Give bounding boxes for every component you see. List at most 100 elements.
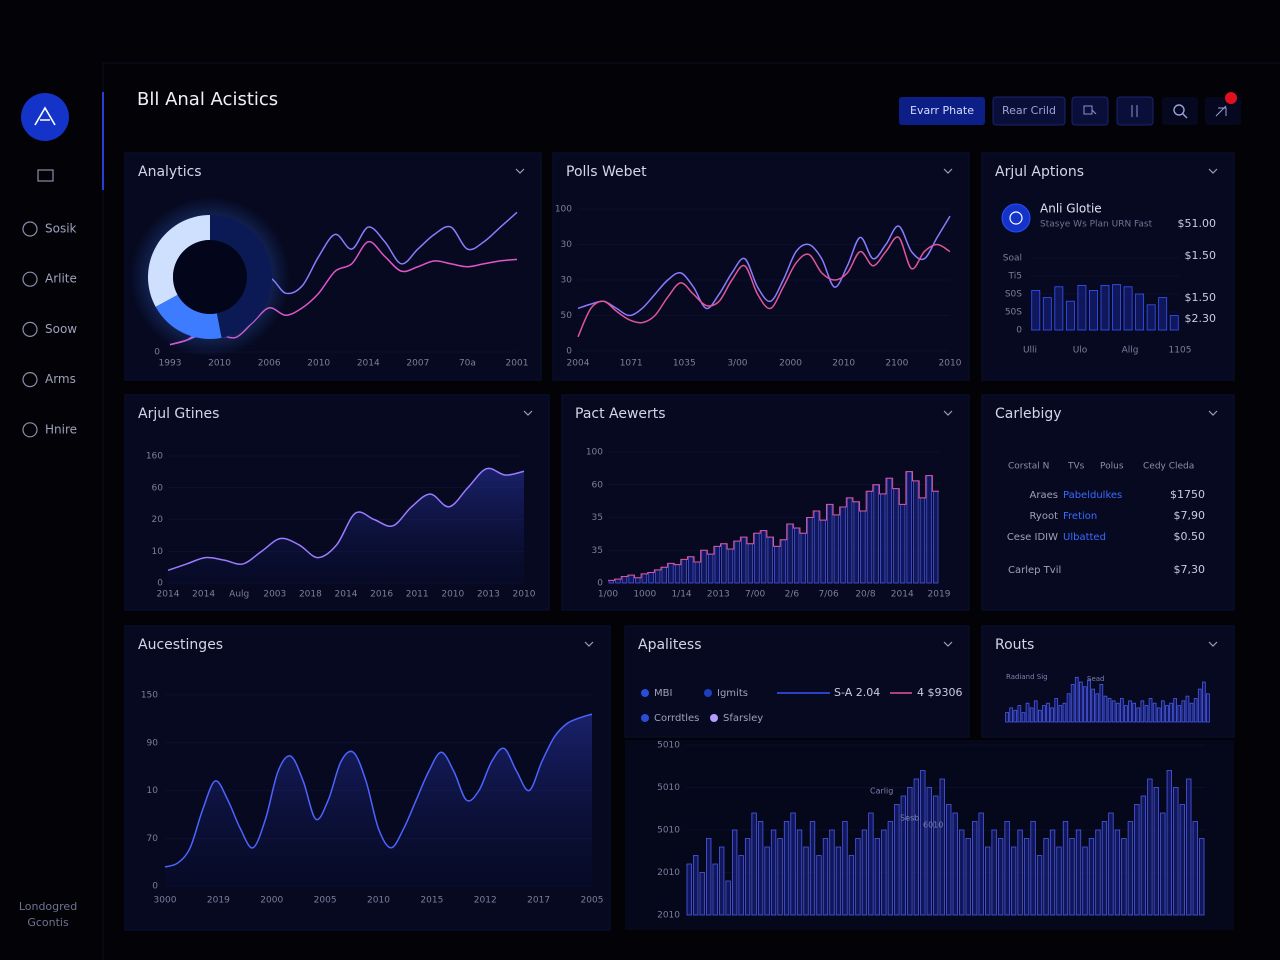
page-title: Bll Anal Acistics (137, 89, 278, 110)
x-tick-label: 2013 (707, 590, 730, 600)
y-tick-label: 70 (147, 834, 159, 844)
bar (1134, 804, 1140, 916)
annotation: Carlig (870, 787, 893, 796)
chevron[interactable] (943, 410, 953, 416)
menu-item[interactable]: Arlite (45, 272, 77, 286)
chevron[interactable] (943, 168, 953, 174)
bar (777, 838, 783, 916)
item-subtitle: Stasye Ws Plan URN Fast (1040, 220, 1153, 230)
bar (1185, 695, 1190, 723)
y-tick-label: 100 (586, 448, 603, 458)
side-value: $1.50 (1185, 291, 1217, 304)
chevron[interactable] (943, 641, 953, 647)
bar (1050, 707, 1054, 723)
bar (1030, 821, 1036, 916)
x-tick-label: Ulli (1023, 346, 1037, 356)
chevron[interactable] (584, 641, 594, 647)
bar (783, 821, 790, 916)
bar (1173, 787, 1179, 916)
search-icon (1182, 113, 1188, 119)
menu-item[interactable]: Arms (45, 372, 76, 386)
bar (920, 770, 926, 916)
menu-item[interactable]: Soow (45, 322, 77, 336)
bar (820, 519, 826, 584)
bar (707, 553, 714, 584)
table-header: Corstal N (1008, 462, 1049, 472)
bar (668, 562, 674, 584)
bar (1099, 684, 1104, 723)
x-tick-label: 3/00 (727, 359, 747, 369)
panel-title: Routs (995, 637, 1034, 653)
bar (1152, 702, 1157, 723)
x-tick-label: 1035 (673, 359, 696, 369)
panel-title: Analytics (138, 164, 202, 180)
y-tick-label: 0 (152, 882, 158, 892)
button-label[interactable]: Rear Crild (1002, 104, 1056, 117)
bar (1017, 705, 1022, 723)
x-tick-label: 2000 (260, 896, 283, 906)
row-link[interactable]: Fretion (1063, 511, 1097, 522)
notification-button[interactable] (1205, 97, 1241, 125)
bar (1189, 702, 1194, 723)
bar (1046, 702, 1050, 723)
bar (1132, 702, 1136, 723)
item-icon (1001, 203, 1031, 233)
bar (1031, 289, 1041, 331)
bar (881, 829, 887, 916)
bar (1192, 821, 1198, 916)
y-tick-label: 50 (561, 311, 573, 321)
icon-button[interactable] (1071, 96, 1109, 126)
y-tick-label: 5010 (657, 741, 680, 751)
x-tick-label: 1/14 (671, 590, 691, 600)
button[interactable] (899, 97, 985, 125)
legend-dot (641, 689, 649, 697)
chevron[interactable] (515, 168, 525, 174)
y-tick-label: 10 (152, 547, 164, 557)
panel (624, 625, 970, 738)
line (167, 467, 525, 572)
menu-item[interactable]: Hnire (45, 422, 77, 436)
button[interactable] (992, 96, 1066, 126)
bar (740, 536, 747, 584)
row-link[interactable]: Pabeldulkes (1063, 490, 1122, 501)
annotation: 6010 (923, 821, 943, 830)
panel-title: Arjul Gtines (138, 406, 219, 422)
button-label[interactable]: Evarr Phate (910, 104, 974, 117)
row-value: $1750 (1170, 488, 1205, 501)
bar (1169, 702, 1173, 723)
chevron[interactable] (1208, 410, 1218, 416)
icon (1131, 105, 1138, 117)
y-tick-label: 150 (141, 691, 158, 701)
bar (1042, 705, 1046, 723)
chevron[interactable] (1208, 168, 1218, 174)
logo[interactable] (21, 93, 69, 141)
y-tick-label: 60 (152, 483, 164, 493)
menu-icon (22, 221, 38, 237)
icon-button[interactable] (1116, 96, 1154, 126)
bar (1144, 705, 1149, 723)
bar (712, 863, 718, 916)
x-tick-label: 2010 (832, 359, 855, 369)
panel (981, 152, 1235, 381)
x-tick-label: 2014 (192, 590, 215, 600)
x-tick-label: 2010 (513, 590, 536, 600)
chevron[interactable] (1208, 641, 1218, 647)
bar (774, 545, 780, 584)
menu-item[interactable]: Sosik (45, 222, 77, 236)
bar (767, 536, 773, 584)
search-button[interactable] (1162, 97, 1198, 125)
chevron[interactable] (523, 410, 533, 416)
bar (952, 812, 958, 916)
bar (727, 548, 734, 584)
y-tick-label: S0S (1005, 290, 1022, 300)
sidebar-footer: Gcontis (27, 916, 69, 929)
bar (835, 846, 842, 916)
monitor-icon[interactable] (37, 169, 54, 182)
row-link[interactable]: Ulbatted (1063, 532, 1106, 543)
bar (887, 821, 894, 916)
bar (926, 787, 932, 916)
bar (827, 503, 833, 584)
bar (1038, 709, 1042, 723)
bar (1075, 829, 1082, 916)
panel-title: Polls Webet (566, 164, 647, 180)
